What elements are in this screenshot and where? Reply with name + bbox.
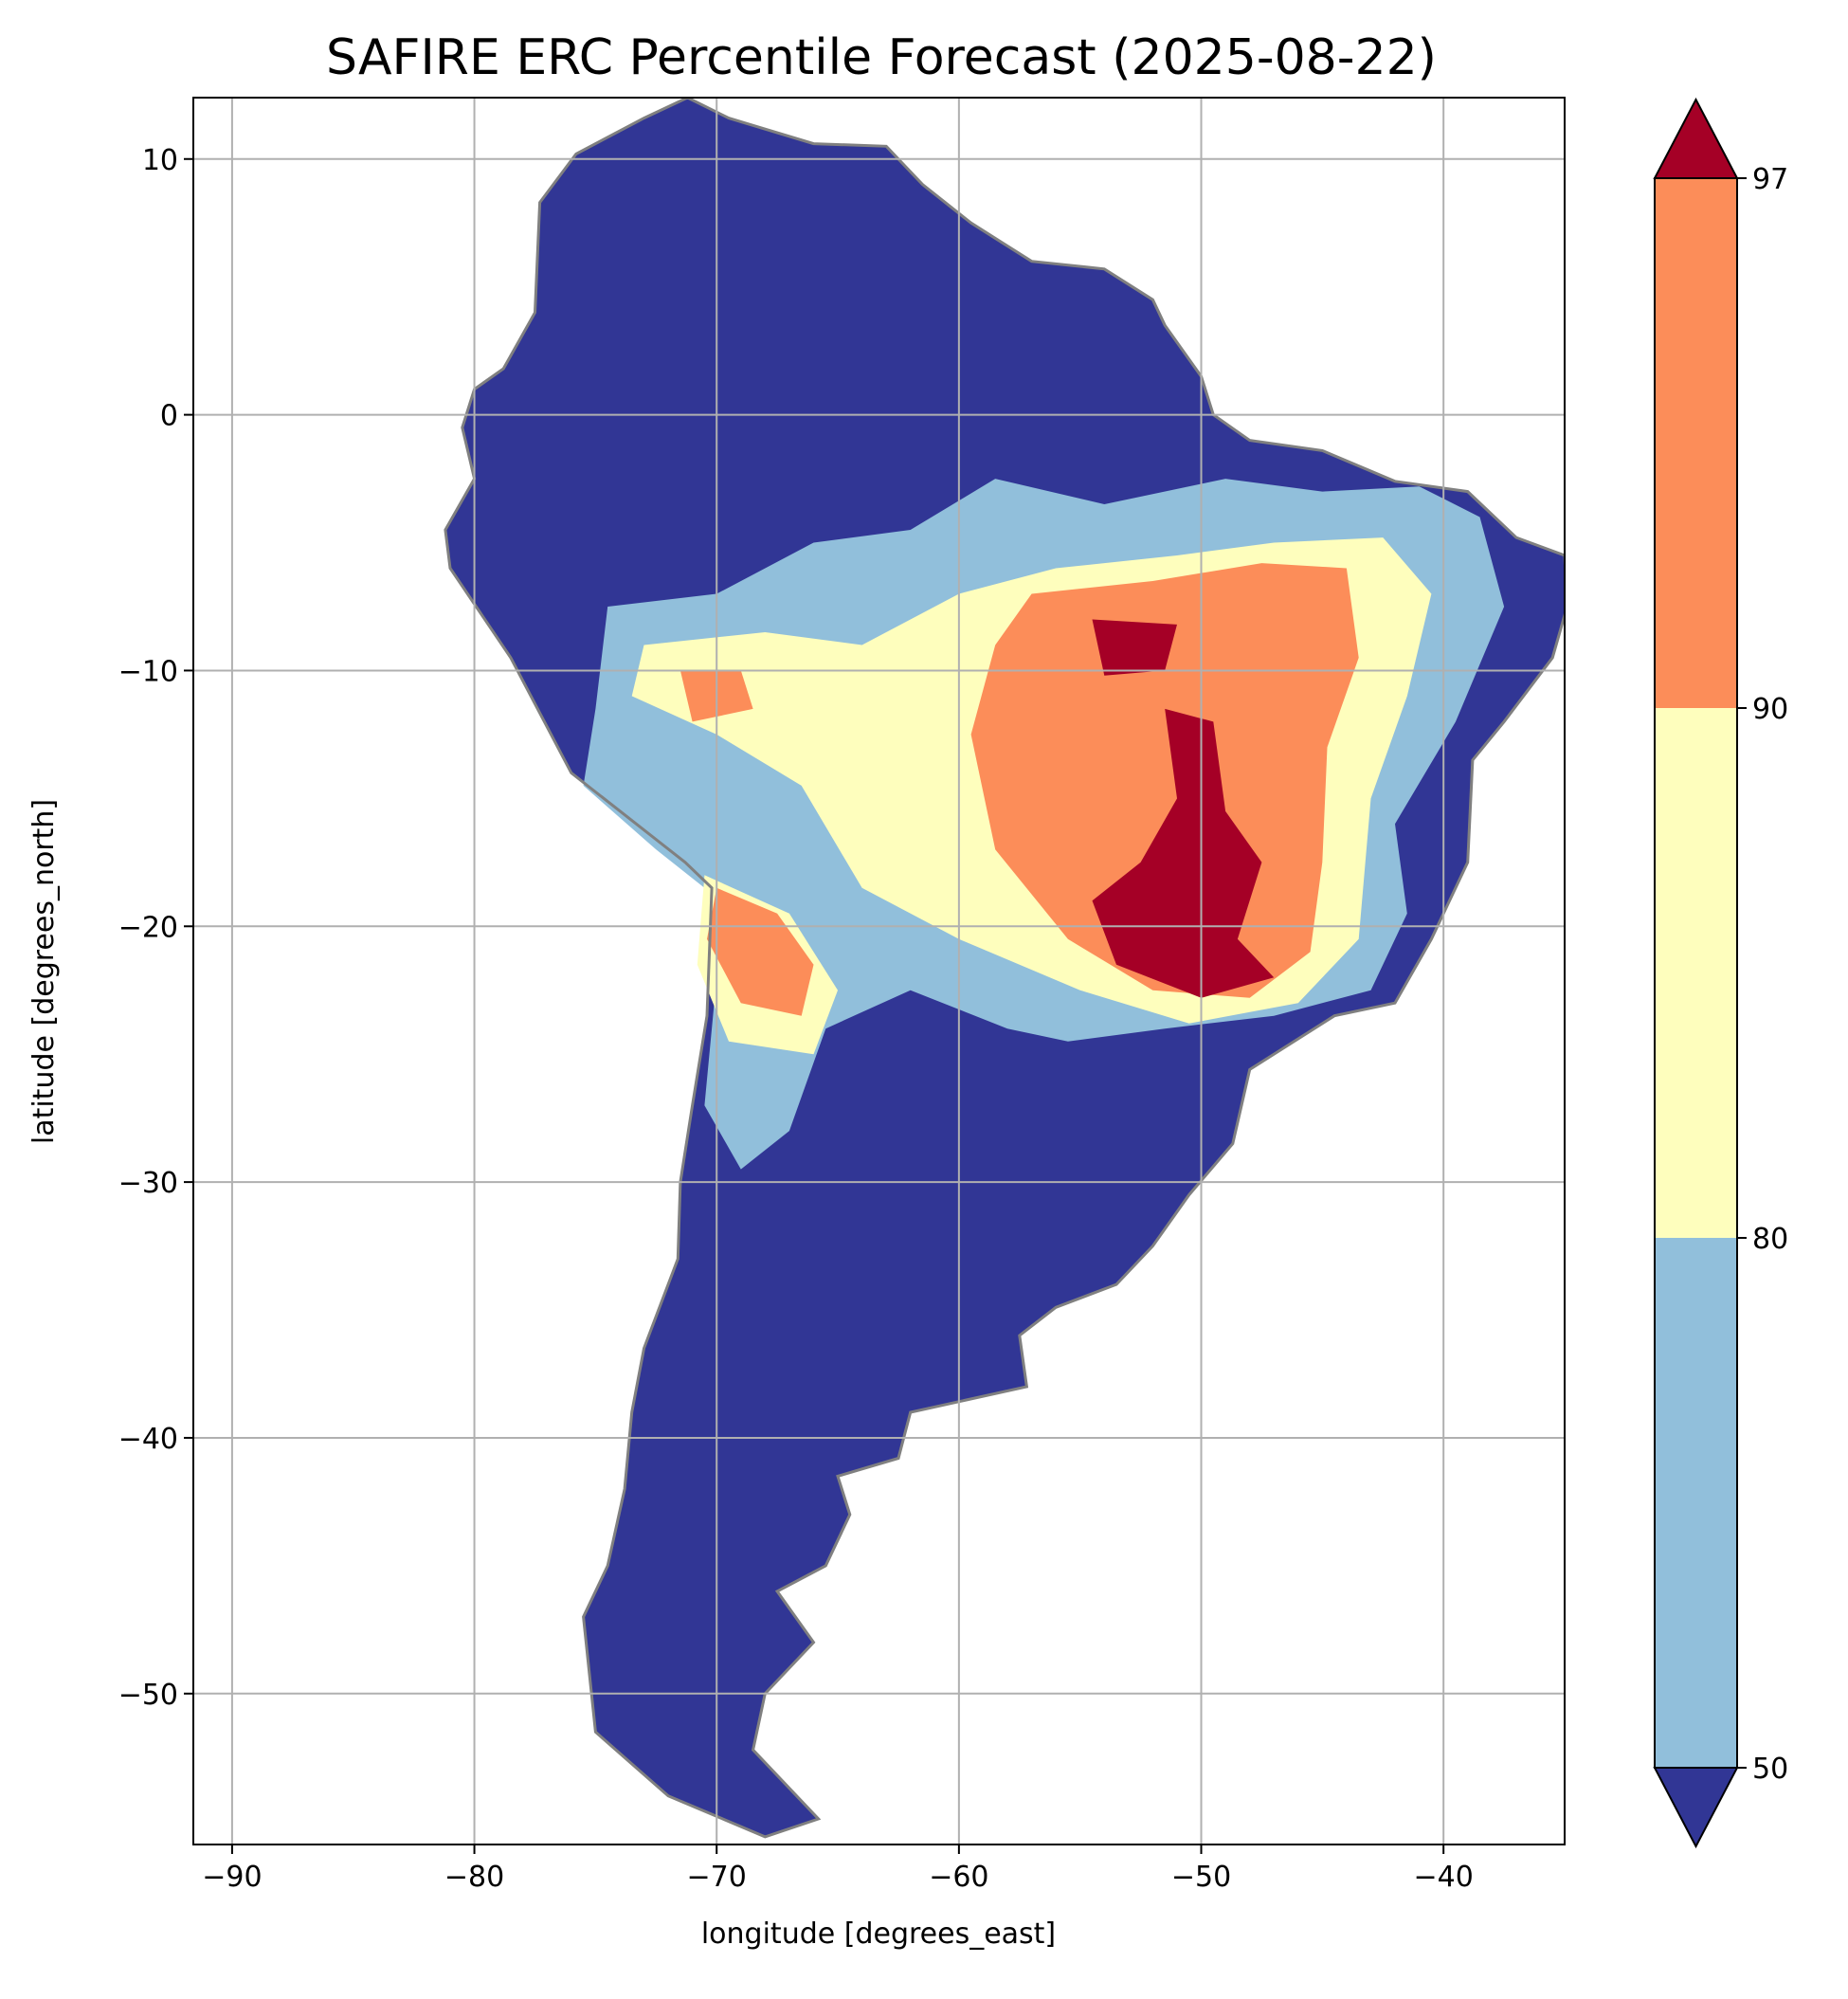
colorbar-band-80_90 bbox=[1655, 708, 1737, 1238]
y-tick-label: −50 bbox=[118, 1679, 178, 1712]
zone-90_97-3 bbox=[970, 563, 1359, 998]
x-tick-label: −80 bbox=[444, 1861, 504, 1894]
percentile-zones bbox=[583, 479, 1505, 1170]
y-tick-label: −40 bbox=[118, 1423, 178, 1456]
colorbar-tick-label: 80 bbox=[1752, 1223, 1788, 1256]
gridlines bbox=[193, 98, 1565, 1845]
colorbar-tick-label: 50 bbox=[1752, 1753, 1788, 1786]
y-tick-label: 0 bbox=[160, 400, 178, 433]
zone-90_97-4 bbox=[707, 887, 814, 1016]
x-axis-ticks: −90 −80 −70 −60 −50 −40 bbox=[202, 1845, 1474, 1894]
colorbar-band-50_80 bbox=[1655, 1238, 1737, 1768]
y-axis-label: latitude [degrees_north] bbox=[27, 799, 61, 1144]
zone-above_97-6 bbox=[1092, 619, 1177, 676]
colorbar: 50 80 90 97 bbox=[1653, 97, 1788, 1849]
x-tick-label: −40 bbox=[1414, 1861, 1474, 1894]
y-axis-ticks: 10 0 −10 −20 −30 −40 −50 bbox=[118, 144, 193, 1712]
x-tick-label: −90 bbox=[202, 1861, 262, 1894]
x-tick-label: −50 bbox=[1171, 1861, 1231, 1894]
colorbar-tick-label: 97 bbox=[1752, 163, 1788, 196]
colorbar-frame bbox=[1654, 177, 1738, 1769]
colorbar-tick-label: 90 bbox=[1752, 693, 1788, 726]
y-tick-label: −30 bbox=[118, 1167, 178, 1200]
x-tick-label: −60 bbox=[929, 1861, 988, 1894]
map-plot-area bbox=[193, 98, 1565, 1845]
country-borders bbox=[444, 98, 1565, 1839]
y-tick-label: 10 bbox=[142, 144, 178, 177]
plot-frame bbox=[192, 97, 1566, 1845]
y-tick-label: −10 bbox=[118, 655, 178, 688]
colorbar-extend-top bbox=[1653, 97, 1739, 179]
coastline bbox=[444, 98, 1565, 1839]
figure-title: SAFIRE ERC Percentile Forecast (2025-08-… bbox=[326, 29, 1437, 86]
x-tick-label: −70 bbox=[687, 1861, 747, 1894]
y-tick-label: −20 bbox=[118, 911, 178, 944]
colorbar-extend-bottom bbox=[1653, 1767, 1739, 1849]
colorbar-band-90_97 bbox=[1655, 178, 1737, 708]
x-axis-label: longitude [degrees_east] bbox=[701, 1917, 1056, 1951]
